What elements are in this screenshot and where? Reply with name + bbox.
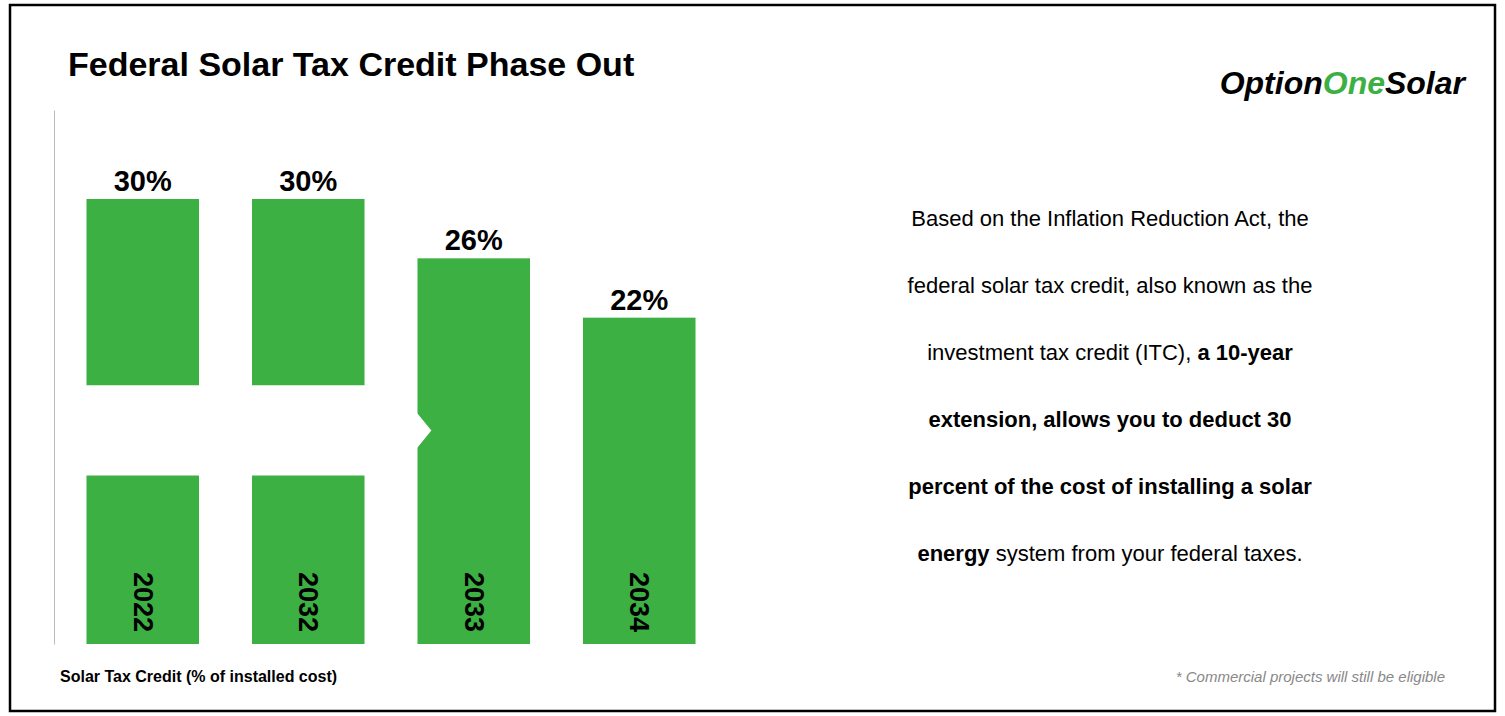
- body-line: percent of the cost of installing a sola…: [908, 474, 1312, 499]
- logo-part: Option: [1220, 65, 1323, 101]
- body-part: extension, allows you to deduct 30: [928, 407, 1291, 432]
- x-tick-label: 2022: [128, 572, 158, 632]
- body-part: percent of the cost of installing a sola…: [908, 474, 1312, 499]
- body-line: investment tax credit (ITC), a 10-year: [927, 340, 1293, 365]
- y-axis-line: [54, 111, 55, 645]
- y-axis: [54, 111, 55, 645]
- data-label: 26%: [445, 224, 503, 256]
- chart: Federal Solar Tax Credit Phase Out30%30%…: [0, 0, 1505, 716]
- data-labels: 30% 30% 26% 22%: [114, 165, 669, 316]
- x-tick-label: 2032: [293, 572, 323, 632]
- x-tick-labels: 2022 2032 2033 2034: [128, 572, 655, 632]
- footnote: * Commercial projects will still be elig…: [1176, 668, 1445, 685]
- body-part: system from your federal taxes.: [990, 541, 1303, 566]
- body-part: investment tax credit (ITC),: [927, 340, 1197, 365]
- logo: OptionOneSolar: [1220, 65, 1467, 101]
- x-axis-label: Solar Tax Credit (% of installed cost): [60, 668, 337, 685]
- body-line: extension, allows you to deduct 30: [928, 407, 1291, 432]
- body-part: federal solar tax credit, also known as …: [908, 273, 1313, 298]
- data-label: 22%: [610, 284, 668, 316]
- logo-part: Solar: [1385, 65, 1467, 101]
- x-tick-label: 2034: [624, 572, 654, 632]
- body-line: energy system from your federal taxes.: [917, 541, 1302, 566]
- body-part: a 10-year: [1197, 340, 1293, 365]
- border: [10, 5, 1495, 711]
- bar: [417, 258, 530, 644]
- body-part: Based on the Inflation Reduction Act, th…: [911, 206, 1309, 231]
- arrow: [83, 354, 430, 508]
- bar: [583, 318, 696, 644]
- body-line: Based on the Inflation Reduction Act, th…: [911, 206, 1309, 231]
- data-label: 30%: [114, 165, 172, 197]
- x-tick-label: 2033: [459, 572, 489, 632]
- title: Federal Solar Tax Credit Phase Out: [68, 45, 634, 83]
- logo-part: One: [1323, 65, 1385, 101]
- body-part: energy: [917, 541, 990, 566]
- body-text: Based on the Inflation Reduction Act, th…: [908, 206, 1313, 566]
- data-label: 30%: [279, 165, 337, 197]
- body-line: federal solar tax credit, also known as …: [908, 273, 1313, 298]
